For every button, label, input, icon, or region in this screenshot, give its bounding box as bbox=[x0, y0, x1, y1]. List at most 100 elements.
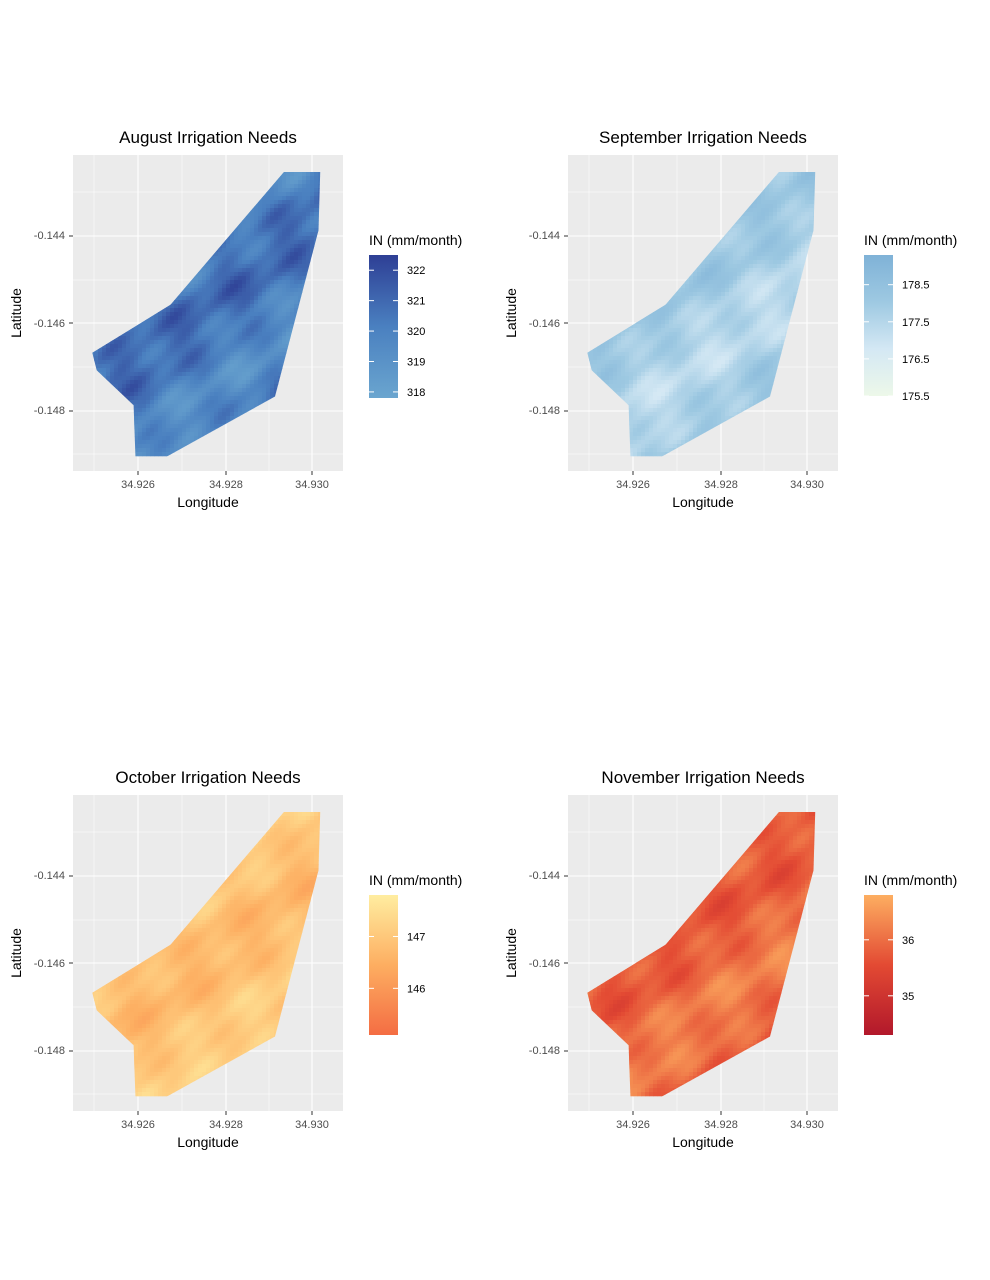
heatmap-cell bbox=[178, 444, 183, 449]
heatmap-cell bbox=[142, 440, 147, 445]
heatmap-cell bbox=[178, 440, 183, 445]
heatmap-cell bbox=[114, 340, 119, 345]
heatmap-cell bbox=[178, 436, 183, 441]
heatmap-cell bbox=[194, 412, 199, 417]
heatmap-cell bbox=[262, 272, 267, 277]
heatmap-cell bbox=[282, 356, 287, 361]
heatmap-cell bbox=[126, 372, 131, 377]
heatmap-cell bbox=[198, 360, 203, 365]
heatmap-cell bbox=[174, 396, 179, 401]
heatmap-cell bbox=[274, 312, 279, 317]
heatmap-cell bbox=[206, 380, 211, 385]
heatmap-cell bbox=[266, 312, 271, 317]
heatmap-cell bbox=[262, 312, 267, 317]
heatmap-cell bbox=[110, 364, 115, 369]
heatmap-cell bbox=[178, 356, 183, 361]
heatmap-cell bbox=[745, 208, 750, 213]
heatmap-cell bbox=[278, 324, 283, 329]
heatmap-cell bbox=[222, 256, 227, 261]
heatmap-cell bbox=[230, 372, 235, 377]
heatmap-cell bbox=[158, 332, 163, 337]
heatmap-cell bbox=[274, 276, 279, 281]
heatmap-cell bbox=[178, 320, 183, 325]
heatmap-cell bbox=[162, 444, 167, 449]
heatmap-cell bbox=[809, 180, 814, 185]
heatmap-cell bbox=[218, 348, 223, 353]
heatmap-cell bbox=[210, 332, 215, 337]
heatmap-cell bbox=[777, 208, 782, 213]
heatmap-cell bbox=[158, 344, 163, 349]
heatmap-cell bbox=[246, 240, 251, 245]
heatmap-cell bbox=[266, 232, 271, 237]
heatmap-cell bbox=[118, 376, 123, 381]
heatmap-cell bbox=[162, 336, 167, 341]
heatmap-cell bbox=[110, 368, 115, 373]
heatmap-cell bbox=[114, 368, 119, 373]
heatmap-cell bbox=[150, 364, 155, 369]
heatmap-cell bbox=[194, 316, 199, 321]
heatmap-cell bbox=[162, 416, 167, 421]
heatmap-cell bbox=[302, 264, 307, 269]
heatmap-cell bbox=[282, 176, 287, 181]
heatmap-cell bbox=[266, 248, 271, 253]
heatmap-cell bbox=[186, 364, 191, 369]
heatmap-cell bbox=[194, 320, 199, 325]
heatmap-cell bbox=[809, 204, 814, 209]
heatmap-cell bbox=[234, 248, 239, 253]
heatmap-cell bbox=[186, 320, 191, 325]
heatmap-cell bbox=[210, 320, 215, 325]
heatmap-cell bbox=[138, 396, 143, 401]
heatmap-cell bbox=[194, 392, 199, 397]
heatmap-cell bbox=[222, 348, 227, 353]
heatmap-cell bbox=[238, 380, 243, 385]
heatmap-cell bbox=[230, 276, 235, 281]
heatmap-cell bbox=[805, 176, 810, 181]
heatmap-cell bbox=[274, 200, 279, 205]
heatmap-cell bbox=[122, 344, 127, 349]
heatmap-cell bbox=[258, 352, 263, 357]
heatmap-cell bbox=[266, 388, 271, 393]
heatmap-cell bbox=[158, 336, 163, 341]
heatmap-cell bbox=[314, 196, 319, 201]
heatmap-cell bbox=[138, 324, 143, 329]
heatmap-cell bbox=[182, 288, 187, 293]
heatmap-cell bbox=[306, 172, 311, 177]
heatmap-cell bbox=[318, 172, 321, 177]
heatmap-cell bbox=[270, 188, 275, 193]
heatmap-cell bbox=[238, 292, 243, 297]
heatmap-cell bbox=[138, 344, 143, 349]
heatmap-cell bbox=[182, 396, 187, 401]
heatmap-cell bbox=[190, 308, 195, 313]
heatmap-cell bbox=[218, 328, 223, 333]
heatmap-cell bbox=[242, 408, 247, 413]
heatmap-cell bbox=[242, 340, 247, 345]
heatmap-cell bbox=[258, 284, 263, 289]
heatmap-cell bbox=[246, 400, 251, 405]
heatmap-cell bbox=[202, 420, 207, 425]
heatmap-cell bbox=[198, 376, 203, 381]
heatmap-cell bbox=[202, 272, 207, 277]
heatmap-cell bbox=[214, 408, 219, 413]
heatmap-cell bbox=[282, 348, 287, 353]
heatmap-cell bbox=[126, 352, 131, 357]
heatmap-cell bbox=[246, 324, 251, 329]
heatmap-cell bbox=[250, 340, 255, 345]
heatmap-cell bbox=[222, 304, 227, 309]
heatmap-cell bbox=[302, 220, 307, 225]
heatmap-cell bbox=[134, 400, 139, 405]
heatmap-cell bbox=[254, 372, 259, 377]
heatmap-cell bbox=[234, 300, 239, 305]
heatmap-cell bbox=[274, 220, 279, 225]
heatmap-cell bbox=[210, 268, 215, 273]
heatmap-cell bbox=[230, 320, 235, 325]
heatmap-cell bbox=[190, 320, 195, 325]
heatmap-cell bbox=[274, 300, 279, 305]
heatmap-cell bbox=[222, 320, 227, 325]
heatmap-cell bbox=[190, 344, 195, 349]
heatmap-cell bbox=[298, 212, 303, 217]
heatmap-cell bbox=[246, 388, 251, 393]
heatmap-cell bbox=[278, 260, 283, 265]
heatmap-cell bbox=[274, 212, 279, 217]
heatmap-cell bbox=[166, 336, 171, 341]
heatmap-cell bbox=[230, 292, 235, 297]
